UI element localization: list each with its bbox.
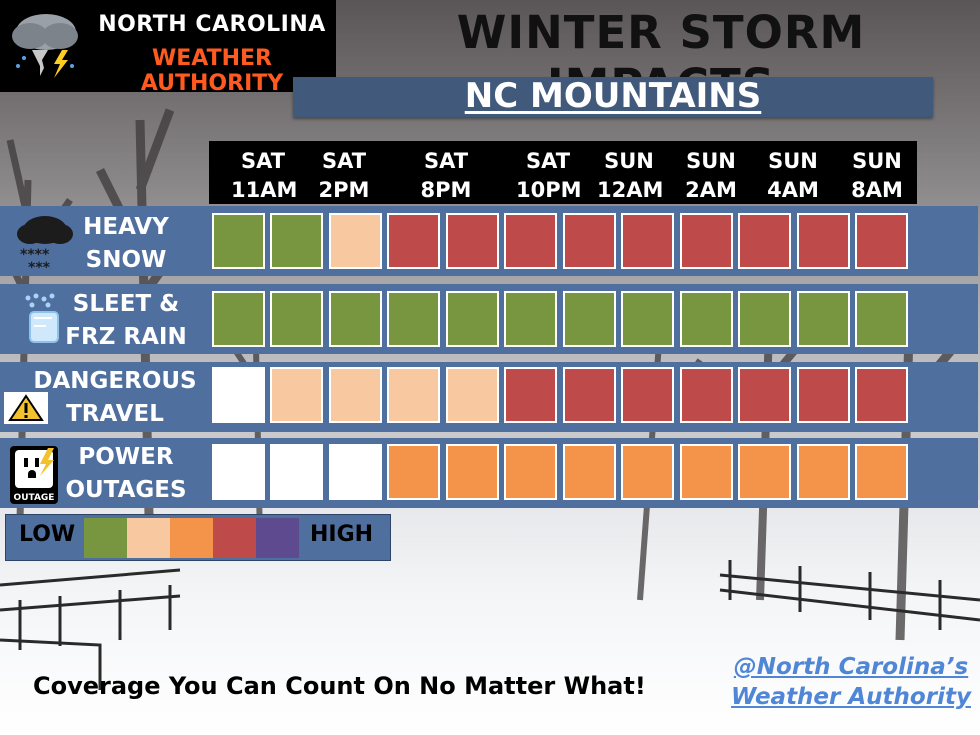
impact-cell [563,444,616,500]
impact-cell [212,291,265,347]
impact-cell [680,213,733,269]
impact-cell [329,444,382,500]
brand-logo: NORTH CAROLINA WEATHER AUTHORITY [0,0,336,96]
legend-swatch-4 [213,518,256,558]
legend-swatch-1 [84,518,127,558]
svg-text:OUTAGE: OUTAGE [14,493,55,503]
impact-cell [387,291,440,347]
impact-cell [387,444,440,500]
impact-cell [212,444,265,500]
impact-cell [855,444,908,500]
time-label: SAT 11AM [231,149,298,202]
impact-cell [855,291,908,347]
time-label: SAT 2PM [318,149,370,202]
time-label: SUN 12AM [597,149,664,202]
impact-cell [563,213,616,269]
impact-cell [738,213,791,269]
svg-text:****: **** [20,247,50,263]
impact-cell [621,444,674,500]
legend-swatch-2 [127,518,170,558]
impact-cell [329,291,382,347]
impact-cell [387,367,440,423]
impact-legend: LOW HIGH [5,514,391,561]
row-label: HEAVY SNOW [83,214,169,273]
legend-swatch-3 [170,518,213,558]
impact-cell [446,213,499,269]
row-label: POWER OUTAGES [65,444,187,503]
impact-cell [270,213,323,269]
impact-cell [329,213,382,269]
brand-line-2: WEATHER AUTHORITY [140,46,284,96]
impact-cell [738,444,791,500]
time-label: SAT 8PM [420,149,472,202]
impact-cell [797,213,850,269]
region-subtitle: NC MOUNTAINS [464,76,762,116]
impact-cell [504,444,557,500]
time-label: SUN 2AM [685,149,737,202]
social-handle-link[interactable]: @North Carolina’s Weather Authority [731,654,971,710]
impact-cell [680,291,733,347]
storm-cloud-icon [12,14,78,78]
power-outage-icon: OUTAGE [10,446,58,504]
impact-cell [270,291,323,347]
brand-line-1: NORTH CAROLINA [98,12,326,37]
impact-cell [504,291,557,347]
legend-high-label: HIGH [310,522,374,547]
row-label: SLEET & FRZ RAIN [65,291,187,350]
legend-swatch-5 [256,518,299,558]
legend-low-label: LOW [19,522,76,547]
impact-cell [563,291,616,347]
impact-cell [797,367,850,423]
svg-text:***: *** [28,260,51,274]
impact-cell [387,213,440,269]
sleet-ice-icon [25,293,59,343]
subtitle-bar [293,77,933,117]
row-label: DANGEROUS TRAVEL [33,368,197,427]
time-header: SAT 11AM SAT 2PM SAT 8PM SAT 10PM SUN 12AM SU… [209,141,917,204]
time-label: SUN 8AM [851,149,903,202]
impact-cell [855,213,908,269]
impact-cell [270,444,323,500]
time-label: SUN 4AM [767,149,819,202]
impact-cell [621,291,674,347]
time-label: SAT 10PM [516,149,582,202]
impact-cell [621,367,674,423]
impact-cell [446,367,499,423]
impact-cell [446,291,499,347]
impact-cell [680,367,733,423]
impact-cell [738,367,791,423]
impact-cell [797,291,850,347]
impact-cell [797,444,850,500]
impact-cell [504,213,557,269]
impact-cell [563,367,616,423]
impact-cell [504,367,557,423]
heavy-snow-icon: ******* [17,216,73,274]
impact-cell [329,367,382,423]
footer-tagline: Coverage You Can Count On No Matter What… [33,672,646,700]
impact-cell [212,213,265,269]
impact-cell [270,367,323,423]
warning-icon [4,392,48,424]
impact-cell [446,444,499,500]
impact-cell [212,367,265,423]
impact-cell [855,367,908,423]
impact-cell [621,213,674,269]
impact-cell [738,291,791,347]
impact-cell [680,444,733,500]
